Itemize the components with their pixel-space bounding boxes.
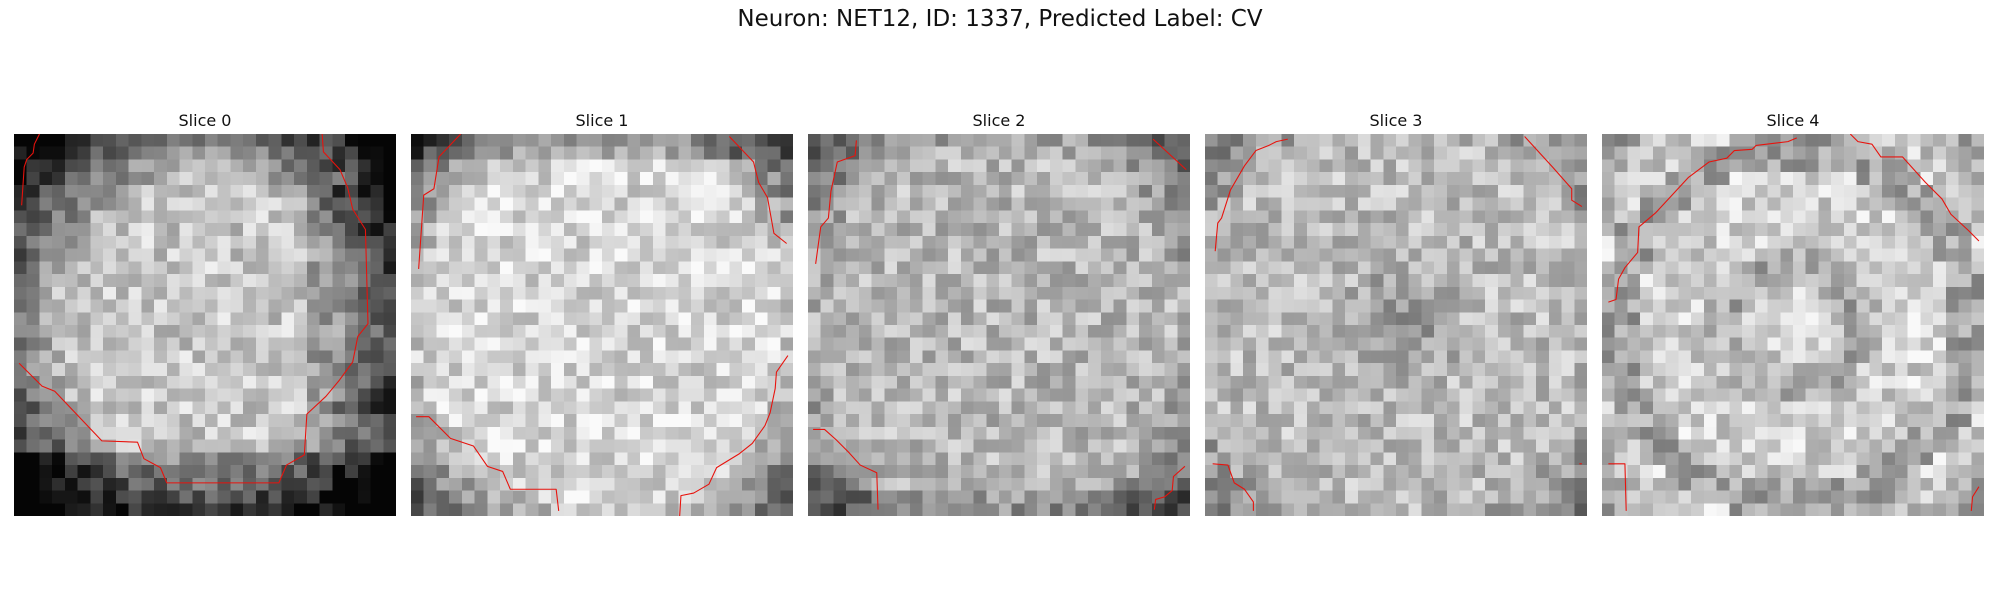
contour-line <box>1970 486 1980 511</box>
contour-overlay <box>813 138 1187 510</box>
pixel-grid <box>411 134 793 516</box>
slice-panel-2: Slice 2 <box>808 108 1190 516</box>
contour-line <box>1608 463 1627 511</box>
contour-overlay <box>416 134 789 516</box>
contour-line <box>813 428 879 510</box>
slice-title: Slice 0 <box>178 111 232 130</box>
contour-line <box>728 136 787 244</box>
figure-title: Neuron: NET12, ID: 1337, Predicted Label… <box>737 6 1263 32</box>
slice-title: Slice 1 <box>575 111 629 130</box>
slice-panel-0: Slice 0 <box>14 108 396 516</box>
slice-image <box>411 134 793 516</box>
slice-panel-3: Slice 3 <box>1205 108 1587 516</box>
pixel-grid <box>14 134 396 516</box>
contour-line <box>18 134 369 484</box>
contour-overlay <box>1212 136 1583 511</box>
pixel-grid <box>808 134 1190 516</box>
contour-line <box>1849 134 1980 242</box>
slice-title: Slice 2 <box>972 111 1026 130</box>
contour-line <box>1608 137 1798 303</box>
contour-overlay <box>18 134 369 484</box>
contour-line <box>418 134 462 270</box>
slice-image <box>1602 134 1984 516</box>
contour-line <box>1153 465 1186 510</box>
contour-line <box>1524 136 1583 208</box>
contour-line <box>815 140 857 264</box>
pixel-grid <box>1602 134 1984 516</box>
slice-image <box>808 134 1190 516</box>
slice-image <box>14 134 396 516</box>
contour-line <box>416 416 560 511</box>
contour-line <box>679 355 789 516</box>
slice-panel-1: Slice 1 <box>411 108 793 516</box>
slice-panel-4: Slice 4 <box>1602 108 1984 516</box>
slice-title: Slice 4 <box>1766 111 1820 130</box>
slice-image <box>1205 134 1587 516</box>
contour-line <box>1212 463 1254 511</box>
contour-line <box>1214 138 1288 252</box>
contour-overlay <box>1608 134 1980 511</box>
contour-line <box>21 134 40 206</box>
pixel-grid <box>1205 134 1587 516</box>
contour-line <box>1152 138 1187 171</box>
slice-title: Slice 3 <box>1369 111 1423 130</box>
